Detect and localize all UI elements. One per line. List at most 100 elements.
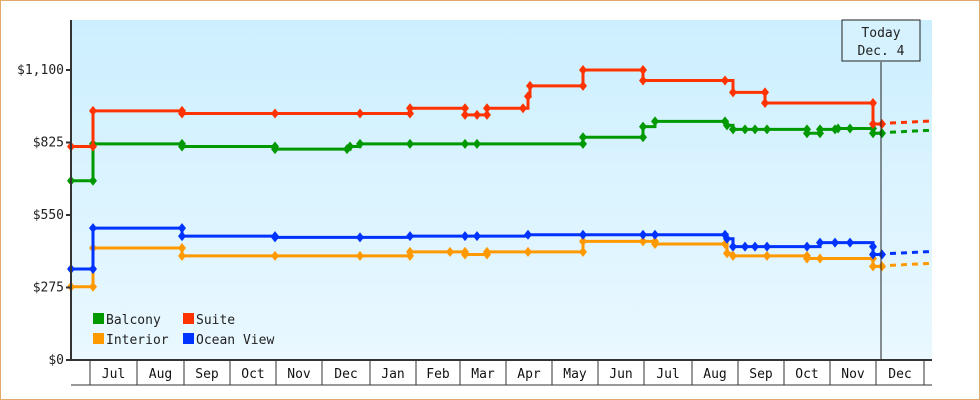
- data-point-marker[interactable]: [878, 119, 886, 130]
- data-point-marker[interactable]: [869, 249, 877, 260]
- data-point-marker[interactable]: [406, 231, 414, 242]
- legend-item-balcony[interactable]: Balcony: [93, 313, 161, 328]
- data-point-marker[interactable]: [446, 246, 454, 257]
- data-point-marker[interactable]: [846, 123, 854, 134]
- data-point-marker[interactable]: [461, 138, 469, 149]
- legend-item-ocean-view[interactable]: Ocean View: [183, 333, 274, 348]
- data-point-marker[interactable]: [524, 91, 532, 102]
- data-point-marker[interactable]: [356, 138, 364, 149]
- data-point-marker[interactable]: [803, 241, 811, 252]
- data-point-marker[interactable]: [524, 229, 532, 240]
- data-point-marker[interactable]: [89, 223, 97, 234]
- data-point-marker[interactable]: [869, 119, 877, 130]
- data-point-marker[interactable]: [878, 128, 886, 139]
- data-point-marker[interactable]: [271, 144, 279, 155]
- data-point-marker[interactable]: [761, 97, 769, 108]
- data-point-marker[interactable]: [89, 105, 97, 116]
- data-point-marker[interactable]: [751, 241, 759, 252]
- data-point-marker[interactable]: [579, 236, 587, 247]
- data-point-marker[interactable]: [473, 231, 481, 242]
- data-point-marker[interactable]: [271, 232, 279, 243]
- data-point-marker[interactable]: [831, 237, 839, 248]
- data-point-marker[interactable]: [729, 250, 737, 261]
- data-point-marker[interactable]: [816, 253, 824, 264]
- data-point-marker[interactable]: [483, 103, 491, 114]
- data-point-marker[interactable]: [406, 138, 414, 149]
- data-point-marker[interactable]: [178, 141, 186, 152]
- data-point-marker[interactable]: [483, 109, 491, 120]
- data-point-marker[interactable]: [741, 124, 749, 135]
- data-point-marker[interactable]: [579, 132, 587, 143]
- data-point-marker[interactable]: [178, 250, 186, 261]
- data-point-marker[interactable]: [639, 65, 647, 75]
- data-point-marker[interactable]: [723, 233, 731, 244]
- data-point-marker[interactable]: [89, 175, 97, 186]
- data-point-marker[interactable]: [461, 231, 469, 242]
- data-point-marker[interactable]: [763, 241, 771, 252]
- data-point-marker[interactable]: [803, 128, 811, 139]
- data-point-marker[interactable]: [473, 138, 481, 149]
- legend-item-interior[interactable]: Interior: [93, 333, 169, 348]
- data-point-marker[interactable]: [271, 250, 279, 261]
- data-point-marker[interactable]: [869, 128, 877, 139]
- data-point-marker[interactable]: [519, 103, 527, 114]
- data-point-marker[interactable]: [579, 246, 587, 257]
- data-point-marker[interactable]: [761, 87, 769, 98]
- data-point-marker[interactable]: [878, 261, 886, 272]
- data-point-marker[interactable]: [579, 138, 587, 149]
- data-point-marker[interactable]: [869, 241, 877, 252]
- data-point-marker[interactable]: [639, 75, 647, 86]
- data-point-marker[interactable]: [89, 141, 97, 152]
- data-point-marker[interactable]: [751, 124, 759, 135]
- data-point-marker[interactable]: [346, 141, 354, 152]
- data-point-marker[interactable]: [834, 123, 842, 134]
- data-point-marker[interactable]: [356, 108, 364, 119]
- data-point-marker[interactable]: [763, 124, 771, 135]
- data-point-marker[interactable]: [178, 231, 186, 242]
- data-point-marker[interactable]: [763, 250, 771, 261]
- data-point-marker[interactable]: [461, 249, 469, 260]
- data-point-marker[interactable]: [356, 250, 364, 261]
- data-point-marker[interactable]: [178, 108, 186, 119]
- data-point-marker[interactable]: [526, 80, 534, 91]
- data-point-marker[interactable]: [483, 246, 491, 257]
- data-point-marker[interactable]: [729, 87, 737, 98]
- data-point-marker[interactable]: [723, 248, 731, 259]
- data-point-marker[interactable]: [723, 120, 731, 131]
- data-point-marker[interactable]: [816, 237, 824, 248]
- data-point-marker[interactable]: [178, 223, 186, 234]
- data-point-marker[interactable]: [721, 75, 729, 86]
- data-point-marker[interactable]: [406, 103, 414, 114]
- data-point-marker[interactable]: [639, 229, 647, 240]
- data-point-marker[interactable]: [816, 124, 824, 135]
- data-point-marker[interactable]: [579, 229, 587, 240]
- data-point-marker[interactable]: [869, 97, 877, 108]
- data-point-marker[interactable]: [271, 108, 279, 119]
- data-point-marker[interactable]: [651, 116, 659, 127]
- data-point-marker[interactable]: [846, 237, 854, 248]
- data-point-marker[interactable]: [639, 236, 647, 247]
- data-point-marker[interactable]: [356, 232, 364, 243]
- data-point-marker[interactable]: [89, 281, 97, 292]
- data-point-marker[interactable]: [803, 253, 811, 264]
- data-point-marker[interactable]: [178, 242, 186, 253]
- data-point-marker[interactable]: [741, 241, 749, 252]
- data-point-marker[interactable]: [89, 264, 97, 275]
- data-point-marker[interactable]: [651, 239, 659, 249]
- data-point-marker[interactable]: [473, 109, 481, 120]
- data-point-marker[interactable]: [729, 124, 737, 135]
- data-point-marker[interactable]: [461, 109, 469, 120]
- data-point-marker[interactable]: [406, 108, 414, 119]
- data-point-marker[interactable]: [579, 65, 587, 75]
- legend-item-suite[interactable]: Suite: [183, 313, 235, 328]
- data-point-marker[interactable]: [461, 103, 469, 114]
- data-point-marker[interactable]: [406, 246, 414, 257]
- data-point-marker[interactable]: [729, 241, 737, 252]
- data-point-marker[interactable]: [639, 132, 647, 143]
- data-point-marker[interactable]: [579, 80, 587, 91]
- data-point-marker[interactable]: [869, 261, 877, 272]
- data-point-marker[interactable]: [524, 246, 532, 257]
- data-point-marker[interactable]: [651, 229, 659, 240]
- data-point-marker[interactable]: [639, 121, 647, 132]
- data-point-marker[interactable]: [878, 249, 886, 260]
